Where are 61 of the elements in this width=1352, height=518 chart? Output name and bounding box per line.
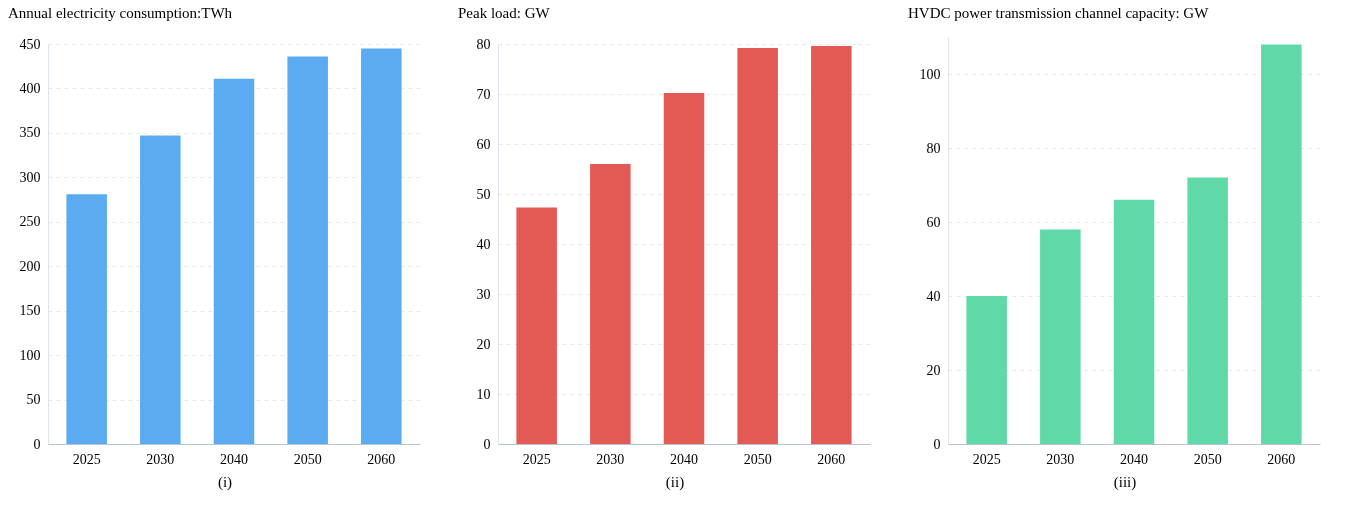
x-tick-label: 2040	[1120, 451, 1148, 467]
x-tick-label: 2025	[72, 451, 101, 467]
bar	[663, 93, 705, 444]
y-tick-label: 150	[19, 303, 41, 319]
y-tick-label: 80	[926, 140, 941, 156]
y-tick-label: 80	[476, 36, 491, 52]
x-tick-label: 2050	[743, 451, 772, 467]
y-tick-label: 450	[19, 36, 41, 52]
bar	[213, 78, 255, 444]
y-tick-label: 20	[926, 362, 941, 378]
x-tick-label: 2060	[1267, 451, 1296, 467]
x-tick-label: 2025	[522, 451, 551, 467]
y-tick-label: 300	[19, 169, 41, 185]
y-tick-label: 350	[19, 125, 41, 141]
bar	[361, 48, 402, 444]
bar	[966, 296, 1007, 444]
y-tick-label: 30	[476, 286, 491, 302]
x-tick-label: 2060	[817, 451, 846, 467]
y-tick-label: 40	[476, 236, 491, 252]
text: (ii)	[664, 474, 686, 491]
y-tick-label: 400	[19, 80, 41, 96]
y-tick-label: 70	[476, 86, 491, 102]
bar	[811, 46, 852, 444]
bar	[1113, 199, 1155, 444]
x-tick-label: 2030	[1046, 451, 1075, 467]
bar	[140, 135, 181, 444]
chart-title: HVDC power transmission channel capacity: GW	[908, 5, 1210, 21]
bar	[287, 56, 328, 444]
text: (iii)	[1112, 474, 1138, 491]
y-tick-label: 20	[476, 336, 491, 352]
y-tick-label: 0	[933, 436, 941, 452]
bar	[516, 207, 557, 444]
chart-title: Annual electricity consumption:TWh	[8, 5, 233, 21]
x-tick-label: 2025	[972, 451, 1001, 467]
x-tick-label: 2050	[1193, 451, 1222, 467]
y-tick-label: 60	[926, 214, 941, 230]
y-tick-label: 50	[476, 186, 491, 202]
y-tick-label: 200	[19, 258, 41, 274]
chart-title: Peak load: GW	[458, 5, 551, 21]
y-tick-label: 0	[483, 436, 491, 452]
y-tick-label: 40	[926, 288, 941, 304]
x-tick-label: 2050	[293, 451, 322, 467]
x-tick-label: 2030	[146, 451, 175, 467]
bar	[1261, 44, 1302, 444]
bar	[1040, 229, 1081, 444]
y-tick-label: 10	[476, 386, 491, 402]
x-tick-label: 2040	[220, 451, 248, 467]
y-tick-label: 250	[19, 214, 41, 230]
bar	[1187, 177, 1228, 444]
bar	[590, 164, 631, 444]
bar	[66, 194, 107, 444]
bar	[737, 48, 778, 444]
x-tick-label: 2060	[367, 451, 396, 467]
x-tick-label: 2040	[670, 451, 698, 467]
y-tick-label: 0	[33, 436, 41, 452]
y-tick-label: 100	[919, 66, 941, 82]
y-tick-label: 50	[26, 392, 41, 408]
y-tick-label: 100	[19, 347, 41, 363]
y-tick-label: 60	[476, 136, 491, 152]
x-tick-label: 2030	[596, 451, 625, 467]
text: (i)	[216, 474, 234, 491]
